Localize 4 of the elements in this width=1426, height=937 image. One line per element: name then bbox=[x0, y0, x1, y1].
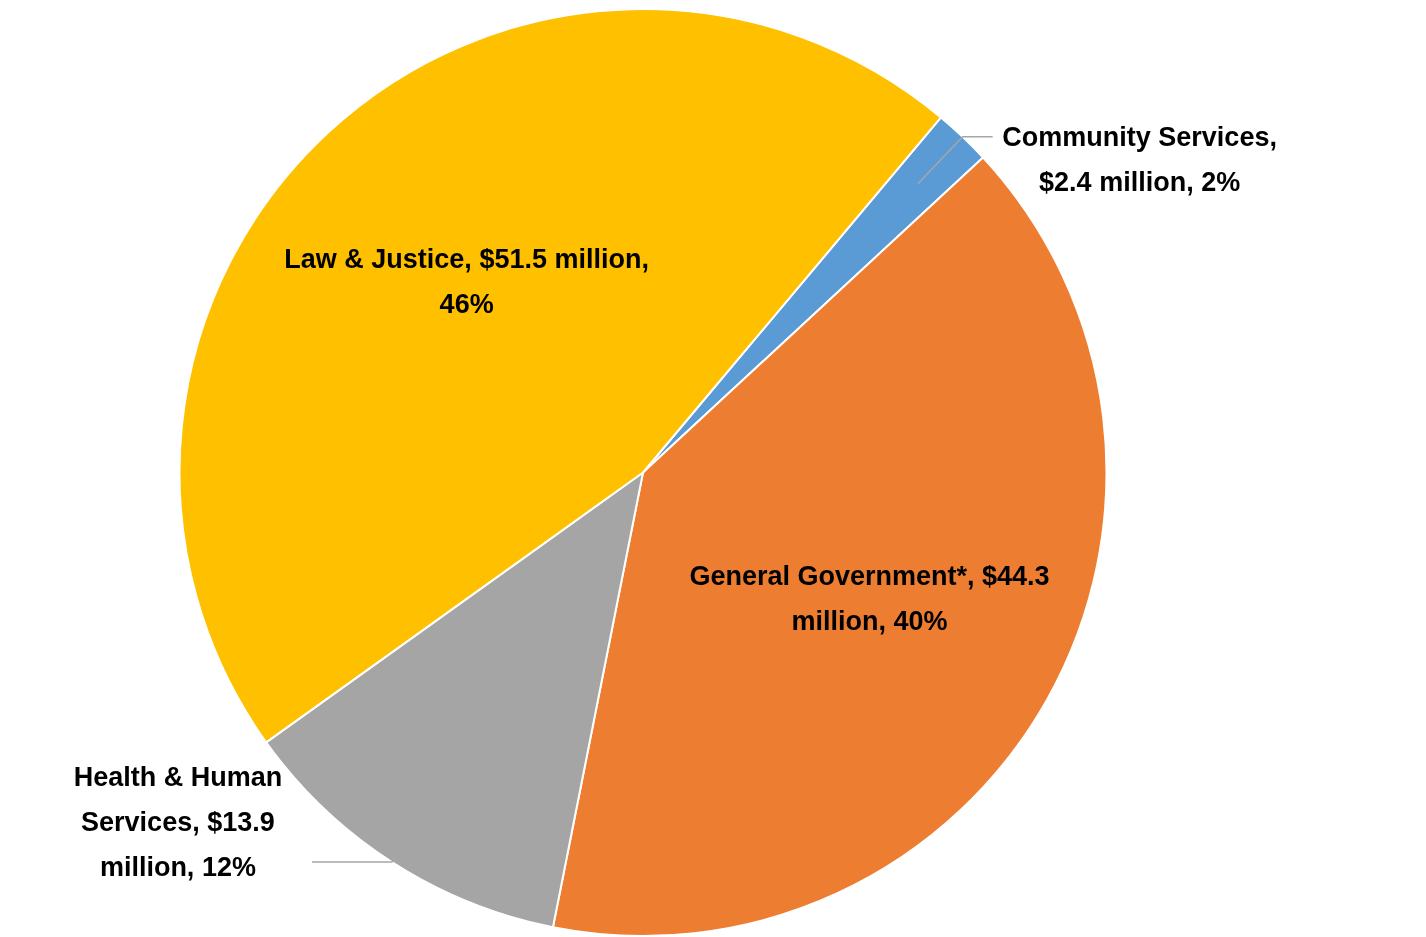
slice-label: Health & Human Services, $13.9 million, 12% bbox=[72, 760, 284, 884]
slice-label: General Government*, $44.3 million, 40% bbox=[688, 560, 1051, 639]
slice-label: Law & Justice, $51.5 million, 46% bbox=[283, 243, 650, 322]
slice-label: Community Services, $2.4 million, 2% bbox=[1001, 120, 1278, 199]
